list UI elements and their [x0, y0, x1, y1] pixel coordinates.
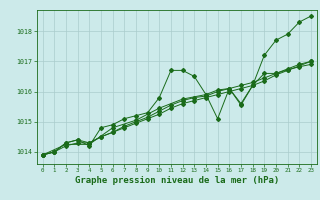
X-axis label: Graphe pression niveau de la mer (hPa): Graphe pression niveau de la mer (hPa)	[75, 176, 279, 185]
